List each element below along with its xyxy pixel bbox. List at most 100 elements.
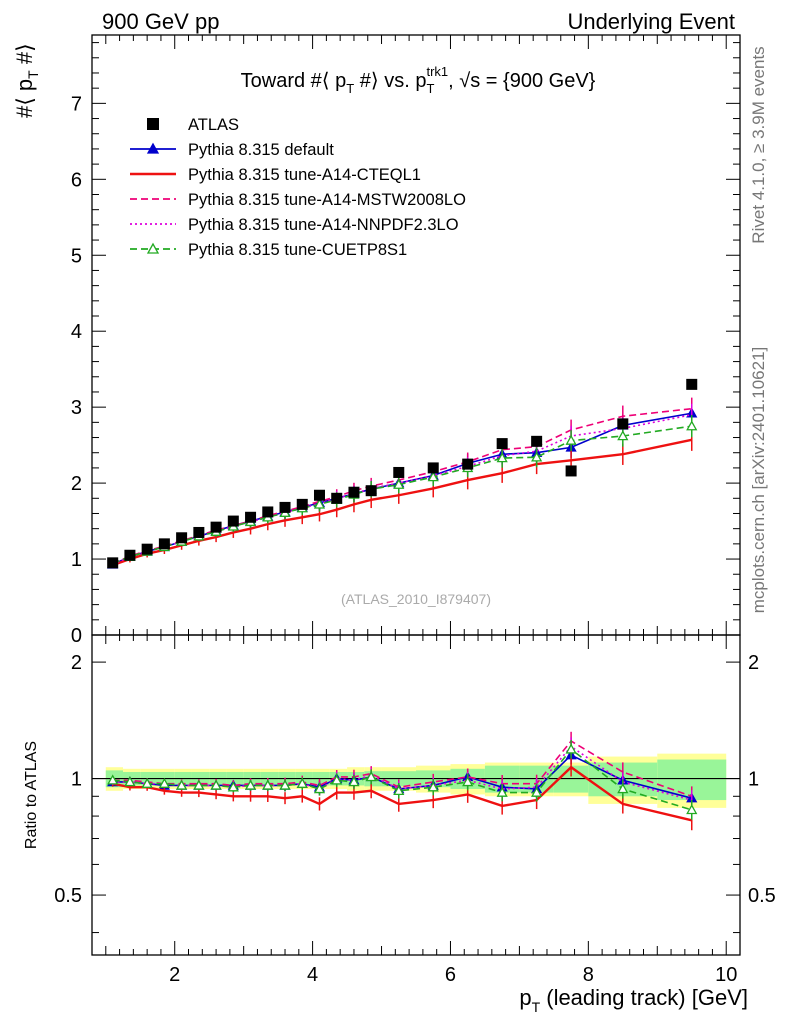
main-y-tick-label: 2 xyxy=(71,473,82,495)
legend-label: Pythia 8.315 tune-CUETP8S1 xyxy=(188,241,407,259)
main-y-tick-label: 6 xyxy=(71,169,82,191)
ratio-series-line xyxy=(112,740,693,798)
atlas-data-point xyxy=(393,466,405,478)
main-marker xyxy=(617,430,629,441)
ratio-marker xyxy=(227,781,239,792)
rivet-label: Rivet 4.1.0, ≥ 3.9M events xyxy=(749,46,768,243)
atlas-data-point xyxy=(565,465,577,477)
atlas-data-point xyxy=(210,521,222,533)
atlas-data-point xyxy=(296,498,308,510)
header-left: 900 GeV pp xyxy=(102,9,219,34)
ratio-y-tick-label-right: 0.5 xyxy=(748,885,776,907)
main-marker xyxy=(427,471,439,482)
x-tick-label: 4 xyxy=(307,964,318,986)
atlas-data-point xyxy=(617,418,629,430)
main-marker xyxy=(531,451,543,462)
atlas-data-point xyxy=(107,557,119,569)
ratio-marker xyxy=(496,786,508,797)
ratio-marker xyxy=(313,783,326,794)
main-y-tick-label: 4 xyxy=(71,321,82,343)
legend-label: Pythia 8.315 tune-A14-NNPDF2.3LO xyxy=(188,216,459,234)
atlas-data-point xyxy=(331,492,343,504)
ratio-y-axis-label: Ratio to ATLAS xyxy=(23,741,40,849)
atlas-data-point xyxy=(427,462,439,474)
atlas-data-point xyxy=(531,435,543,447)
ratio-frame xyxy=(91,634,741,956)
main-plot: 0 1 2 3 4 5 6 7 xyxy=(71,34,741,647)
ratio-marker xyxy=(462,776,474,787)
legend-label: Pythia 8.315 tune-A14-MSTW2008LO xyxy=(188,191,466,209)
chart-title: Toward #⟨ pT #⟩ vs. pTtrk1, √s = {900 Ge… xyxy=(241,64,596,96)
x-tick-label: 10 xyxy=(715,964,737,986)
ratio-y-tick-label-right: 2 xyxy=(748,652,759,674)
legend: ATLAS Pythia 8.315 default Pythia 8.315 tu… xyxy=(130,116,466,259)
ratio-y-tick-label-left: 1 xyxy=(71,769,82,791)
atlas-data-point xyxy=(462,458,474,470)
legend-marker-atlas xyxy=(147,118,159,130)
main-marker xyxy=(565,434,577,445)
ratio-marker xyxy=(141,777,153,788)
mcplots-label: mcplots.cern.ch [arXiv:2401.10621] xyxy=(749,347,768,613)
legend-marker xyxy=(146,142,160,154)
ratio-marker xyxy=(365,771,377,782)
ratio-marker xyxy=(348,776,360,787)
ratio-series-line xyxy=(112,765,693,822)
atlas-data-point xyxy=(124,549,136,561)
ratio-marker xyxy=(244,779,257,790)
ratio-marker xyxy=(107,774,119,785)
x-tick-label: 8 xyxy=(583,964,594,986)
legend-marker xyxy=(146,242,160,254)
ratio-marker xyxy=(210,779,222,790)
ratio-marker xyxy=(262,779,274,790)
atlas-data-point xyxy=(348,486,360,498)
x-axis-label: pT (leading track) [GeV] xyxy=(519,985,748,1015)
main-y-tick-label: 1 xyxy=(71,549,82,571)
atlas-data-point xyxy=(496,438,508,450)
analysis-tag: (ATLAS_2010_I879407) xyxy=(341,591,491,607)
atlas-data-point xyxy=(227,515,239,527)
atlas-data-point xyxy=(158,538,170,550)
ratio-marker xyxy=(331,774,343,785)
ratio-marker xyxy=(124,776,136,787)
main-y-axis-label: #⟨ pT #⟩ xyxy=(12,43,41,118)
main-y-tick-label: 5 xyxy=(71,245,82,267)
x-tick-label: 6 xyxy=(445,964,456,986)
main-marker xyxy=(393,478,405,489)
ratio-marker xyxy=(296,777,308,788)
ratio-marker xyxy=(565,743,577,754)
main-marker xyxy=(313,498,326,509)
x-tick-label: 2 xyxy=(169,964,180,986)
header-right: Underlying Event xyxy=(567,9,735,34)
ratio-marker xyxy=(193,779,205,790)
atlas-data-point xyxy=(141,543,153,555)
main-marker xyxy=(686,420,698,431)
ratio-y-tick-label-right: 1 xyxy=(748,769,759,791)
ratio-marker xyxy=(393,784,405,796)
main-marker xyxy=(496,452,508,463)
atlas-data-point xyxy=(313,489,325,501)
ratio-marker xyxy=(427,781,439,792)
main-y-tick-label: 0 xyxy=(71,625,82,647)
legend-label: ATLAS xyxy=(188,116,239,134)
main-series-line xyxy=(112,438,692,567)
atlas-data-point xyxy=(245,511,257,523)
legend-label: Pythia 8.315 tune-A14-CTEQL1 xyxy=(188,166,421,184)
main-y-tick-label: 3 xyxy=(71,397,82,419)
ratio-marker xyxy=(686,804,698,815)
ratio-marker xyxy=(158,777,170,788)
atlas-data-point xyxy=(193,526,205,538)
legend-label: Pythia 8.315 default xyxy=(188,141,334,159)
ratio-marker xyxy=(617,783,629,794)
atlas-data-point xyxy=(176,532,188,544)
ratio-y-tick-label-left: 2 xyxy=(71,652,82,674)
ratio-plot: 2 4 6 8 100.5 0.51 12 2 xyxy=(54,35,776,986)
atlas-data-point xyxy=(686,378,698,390)
main-y-tick-label: 7 xyxy=(71,93,82,115)
main-series-line xyxy=(112,413,692,566)
ratio-marker xyxy=(531,786,543,797)
ratio-y-tick-label-left: 0.5 xyxy=(54,885,82,907)
ratio-marker xyxy=(176,779,188,790)
atlas-data-point xyxy=(365,485,377,497)
atlas-data-point xyxy=(262,506,274,518)
